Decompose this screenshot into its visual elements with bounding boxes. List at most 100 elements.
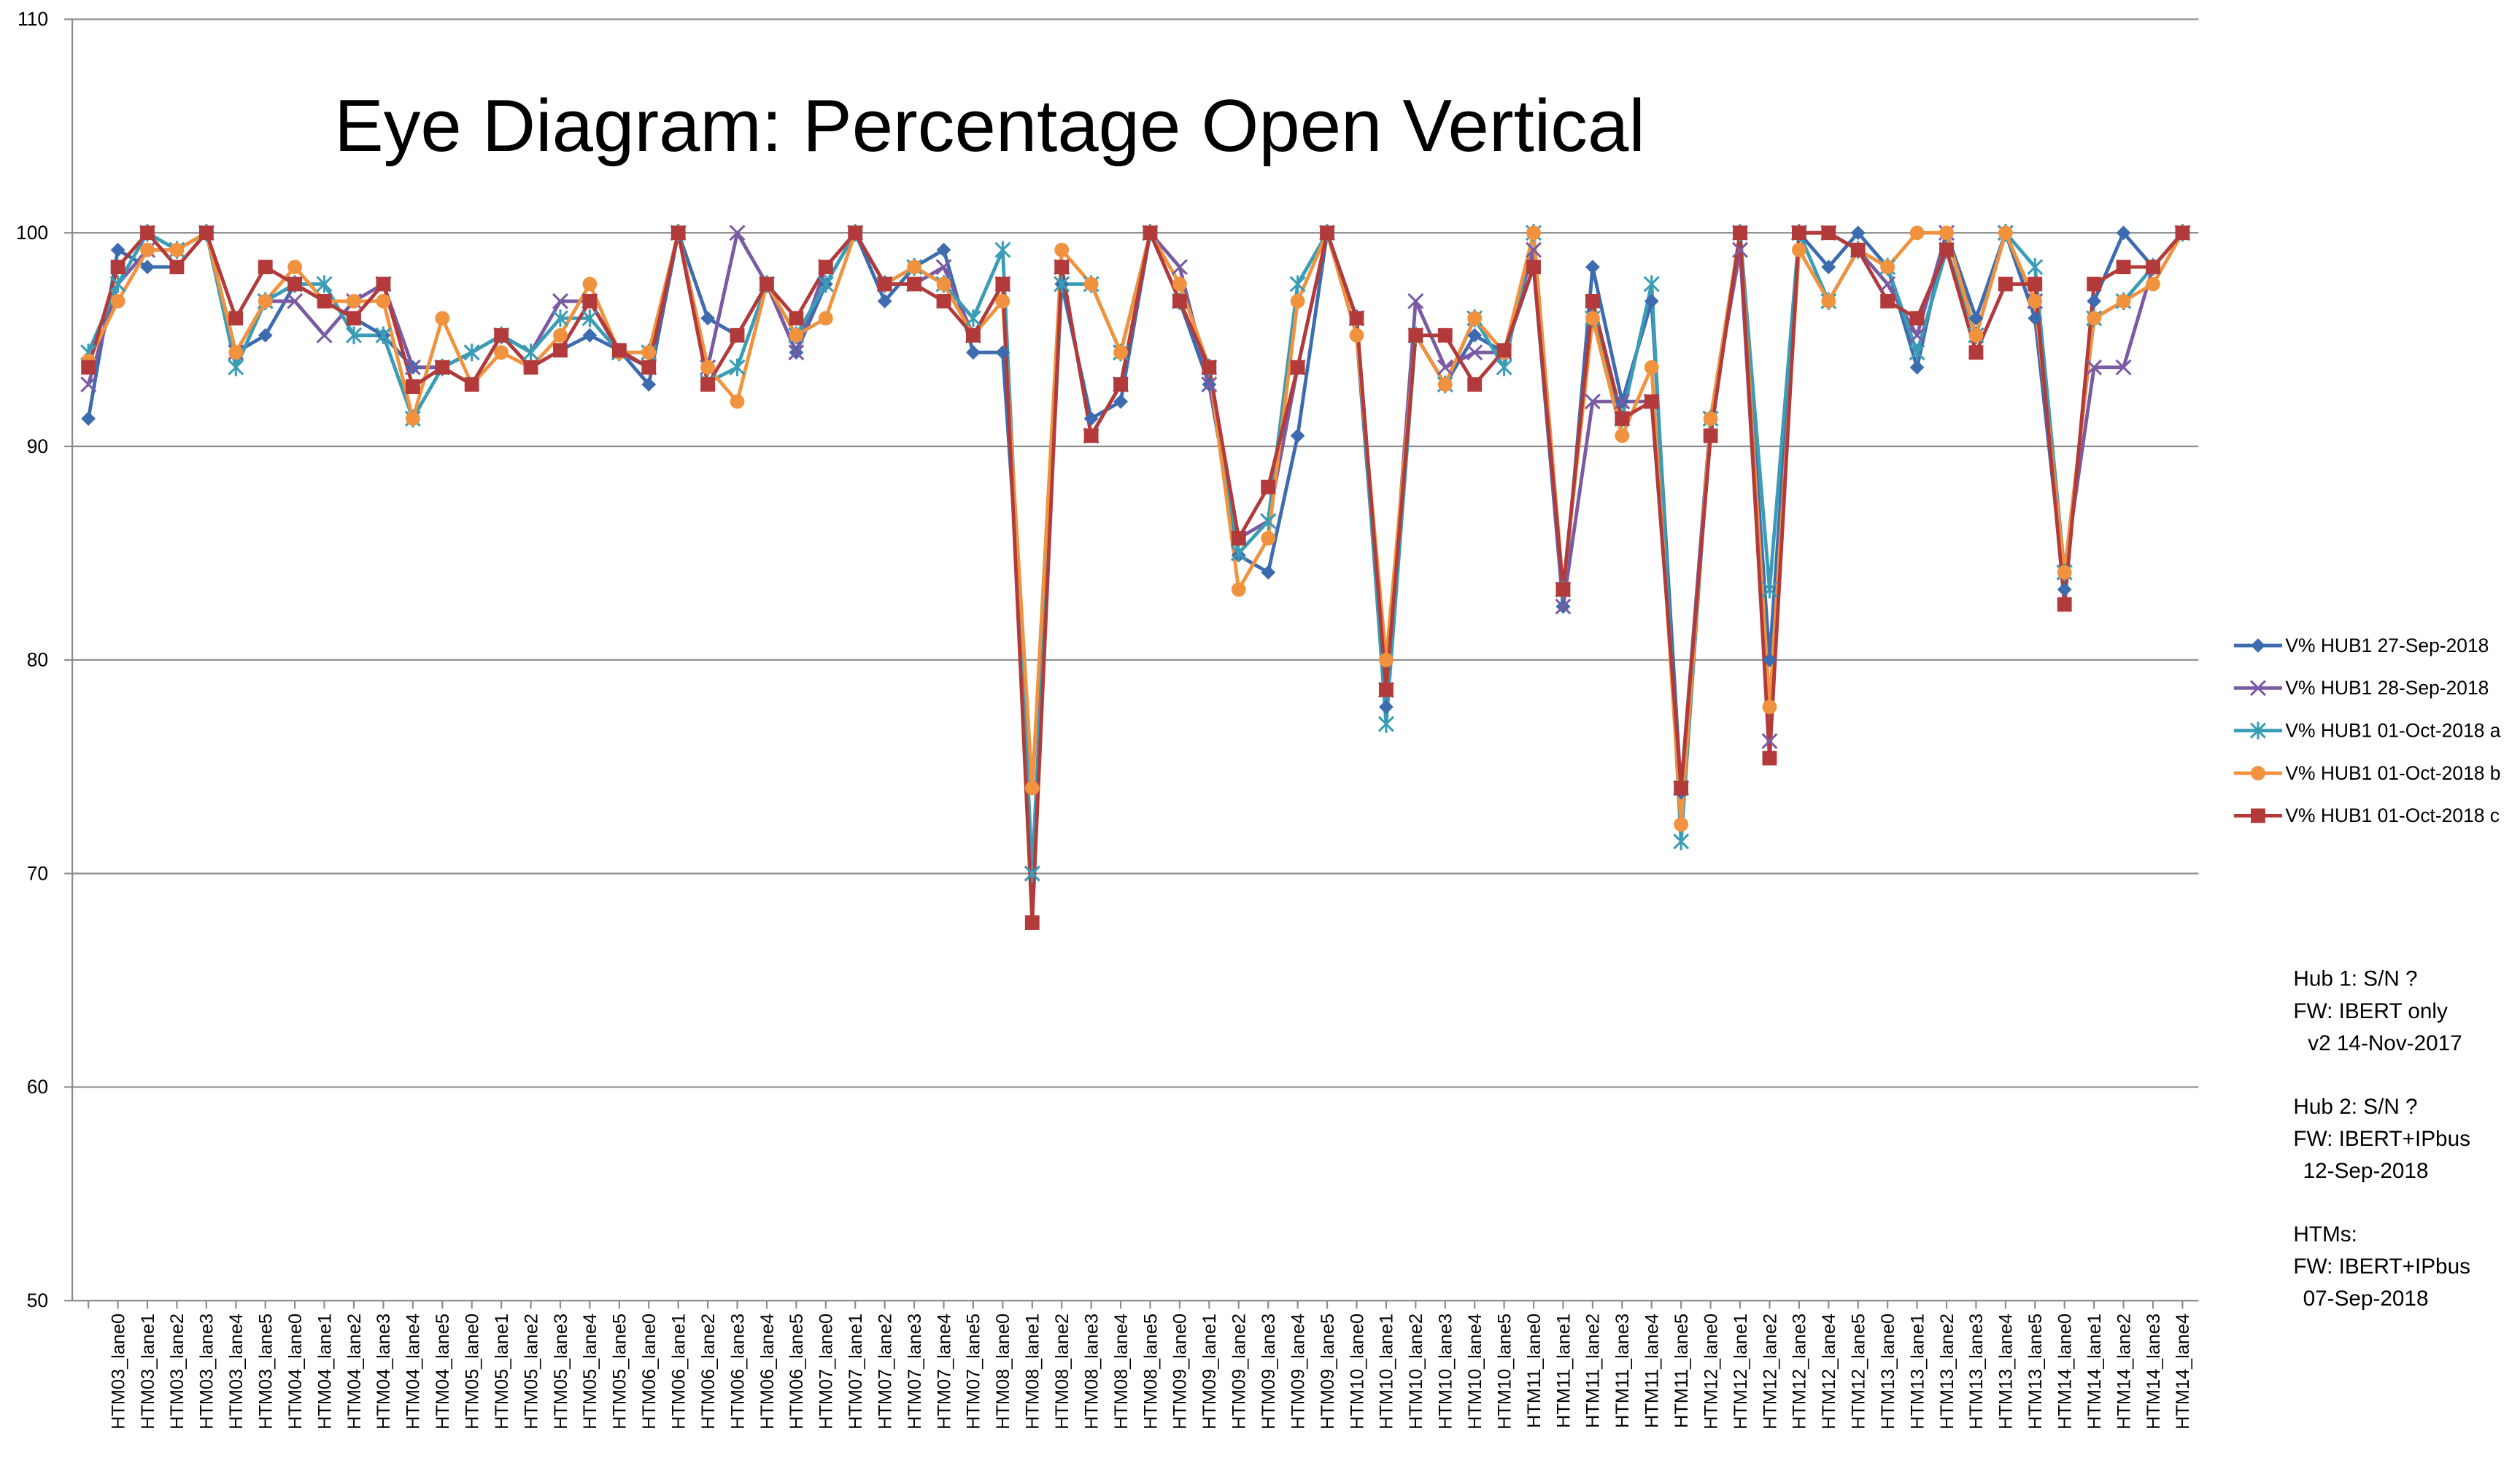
x-tick-label: HTM05_lane4: [580, 1314, 600, 1430]
data-point: [553, 327, 568, 343]
data-point: [936, 294, 951, 309]
data-point: [1968, 327, 1984, 343]
data-point: [2028, 276, 2043, 292]
annotation: Hub 2: S/N ?: [2293, 1095, 2417, 1119]
data-point: [1466, 344, 1483, 361]
data-point: [376, 276, 391, 292]
data-point: [1143, 225, 1158, 241]
data-point: [1674, 780, 1689, 796]
data-point: [1673, 832, 1690, 850]
annotation: HTMs:: [2293, 1222, 2357, 1246]
data-point: [258, 294, 273, 309]
data-point: [1230, 544, 1247, 562]
data-point: [1437, 327, 1453, 343]
data-point: [2115, 359, 2132, 376]
data-point: [1939, 225, 1954, 241]
data-point: [2027, 257, 2044, 276]
x-tick-label: HTM10_lane0: [1347, 1314, 1367, 1430]
x-tick-label: HTM10_lane1: [1377, 1314, 1397, 1430]
data-point: [1761, 733, 1778, 750]
x-tick-label: HTM03_lane4: [226, 1314, 247, 1430]
data-point: [169, 260, 185, 274]
data-point: [1377, 715, 1394, 733]
y-tick-label: 90: [27, 435, 48, 457]
data-point: [1821, 294, 1836, 309]
x-tick-label: HTM13_lane3: [1966, 1314, 1987, 1430]
legend-marker: [2251, 766, 2265, 780]
data-point: [287, 276, 303, 292]
data-point: [1880, 294, 1895, 309]
annotation: 07-Sep-2018: [2303, 1287, 2429, 1311]
data-point: [228, 345, 244, 360]
data-point: [1467, 377, 1483, 392]
x-tick-label: HTM13_lane4: [1996, 1314, 2017, 1430]
data-point: [1172, 294, 1187, 309]
x-tick-label: HTM07_lane4: [934, 1314, 954, 1430]
x-tick-label: HTM03_lane2: [167, 1314, 188, 1430]
x-tick-label: HTM09_lane2: [1229, 1314, 1250, 1430]
series-line: [86, 230, 2184, 876]
data-point: [287, 292, 304, 309]
data-point: [435, 360, 450, 375]
data-point: [2087, 311, 2102, 326]
data-point: [1909, 360, 1925, 375]
data-point: [110, 294, 125, 309]
data-point: [347, 311, 361, 326]
data-point: [788, 344, 805, 361]
x-tick-label: HTM08_lane5: [1140, 1314, 1161, 1430]
data-point: [1290, 294, 1305, 309]
annotation: FW: IBERT only: [2293, 999, 2448, 1023]
x-tick-label: HTM10_lane5: [1494, 1314, 1515, 1430]
legend-label: V% HUB1 27-Sep-2018: [2285, 635, 2489, 656]
data-point: [1585, 311, 1600, 326]
x-tick-label: HTM06_lane0: [639, 1314, 660, 1430]
data-point: [494, 345, 509, 360]
x-tick-label: HTM12_lane2: [1760, 1314, 1780, 1430]
data-point: [1909, 225, 1925, 241]
data-point: [1584, 393, 1601, 410]
data-point: [877, 294, 892, 309]
data-point: [994, 241, 1011, 259]
data-point: [2057, 597, 2072, 612]
data-point: [494, 327, 509, 343]
data-point: [435, 311, 450, 326]
x-tick-label: HTM12_lane3: [1790, 1314, 1810, 1430]
data-point: [375, 326, 392, 344]
data-point: [316, 327, 333, 344]
x-tick-label: HTM14_lane0: [2055, 1314, 2076, 1430]
x-tick-label: HTM07_lane3: [905, 1314, 925, 1430]
data-point: [1054, 275, 1070, 293]
data-point: [228, 311, 244, 326]
data-point: [1024, 864, 1040, 883]
data-point: [1644, 394, 1659, 409]
data-point: [611, 343, 627, 358]
data-point: [877, 276, 892, 292]
data-point: [582, 294, 598, 309]
legend-label: V% HUB1 01-Oct-2018 a: [2285, 720, 2500, 742]
x-tick-label: HTM13_lane0: [1878, 1314, 1898, 1430]
y-tick-label: 110: [18, 8, 48, 30]
data-point: [935, 259, 952, 276]
data-point: [316, 275, 333, 293]
x-tick-label: HTM09_lane0: [1170, 1314, 1191, 1430]
x-tick-label: HTM10_lane2: [1406, 1314, 1426, 1430]
y-tick-label: 60: [27, 1076, 48, 1098]
data-point: [1437, 377, 1453, 392]
data-point: [2146, 260, 2160, 274]
data-point: [1083, 428, 1099, 443]
data-point: [1732, 241, 1749, 258]
data-point: [966, 345, 981, 360]
data-point: [1555, 598, 1572, 615]
x-tick-label: HTM12_lane4: [1819, 1314, 1839, 1430]
data-point: [1261, 565, 1276, 580]
x-tick-label: HTM10_lane3: [1436, 1314, 1456, 1430]
data-point: [1879, 276, 1896, 292]
x-tick-label: HTM10_lane4: [1465, 1314, 1485, 1430]
x-tick-label: HTM12_lane5: [1849, 1314, 1869, 1430]
legend-label: V% HUB1 01-Oct-2018 b: [2285, 762, 2500, 784]
data-point: [1231, 582, 1246, 597]
data-point: [1407, 292, 1424, 309]
data-point: [109, 275, 126, 293]
data-point: [552, 292, 568, 309]
legend-marker: [2251, 638, 2265, 653]
